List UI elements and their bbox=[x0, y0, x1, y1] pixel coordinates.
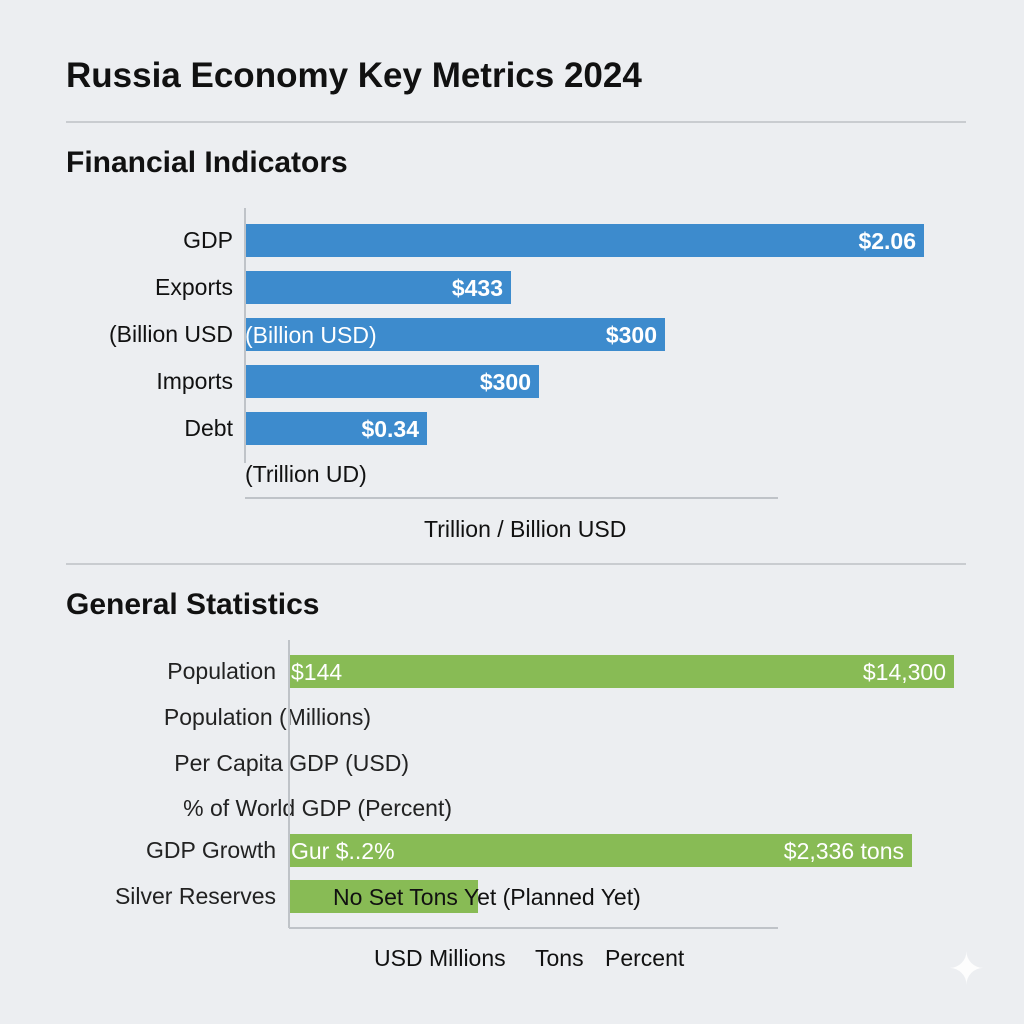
bar-inner-label: $144 bbox=[291, 659, 343, 685]
y-axis-line bbox=[288, 640, 290, 928]
y-axis-line bbox=[244, 208, 246, 463]
x-axis-label: Tons bbox=[535, 945, 584, 971]
footnote: (Trillion UD) bbox=[245, 461, 367, 487]
bar bbox=[289, 834, 912, 867]
category-label: Population (Millions) bbox=[163, 704, 371, 730]
bar bbox=[245, 318, 665, 351]
sparkle-icon: ✦ bbox=[948, 945, 985, 994]
bar bbox=[245, 365, 539, 398]
value-label: $300 bbox=[605, 322, 657, 348]
value-label: $0.34 bbox=[361, 416, 419, 442]
bar-inner-label: Gur $..2% bbox=[291, 838, 395, 864]
category-label: Per Capita GDP (USD) bbox=[174, 750, 409, 776]
value-label: $300 bbox=[479, 369, 531, 395]
category-label: Debt bbox=[184, 415, 233, 441]
x-axis-line bbox=[245, 497, 778, 499]
value-label: $14,300 bbox=[862, 659, 946, 685]
category-label: GDP bbox=[183, 227, 233, 253]
page-title: Russia Economy Key Metrics 2024 bbox=[66, 56, 642, 95]
x-axis-label: Trillion / Billion USD bbox=[424, 516, 627, 542]
x-axis-label: Percent bbox=[605, 945, 685, 971]
category-label: Exports bbox=[155, 274, 233, 300]
category-label: (Billion USD bbox=[109, 321, 233, 347]
category-label: Imports bbox=[156, 368, 233, 394]
value-label: $433 bbox=[451, 275, 503, 301]
value-label: No Set Tons Yet (Planned Yet) bbox=[333, 884, 641, 910]
bar bbox=[245, 271, 511, 304]
bar bbox=[245, 412, 427, 445]
section-title-general: General Statistics bbox=[66, 588, 320, 621]
section-title-financial: Financial Indicators bbox=[66, 146, 348, 179]
x-axis-label: USD Millions bbox=[374, 945, 506, 971]
category-label: GDP Growth bbox=[146, 837, 276, 863]
bar bbox=[289, 880, 478, 913]
bar bbox=[289, 655, 954, 688]
x-axis-line bbox=[289, 927, 778, 929]
category-label: % of World GDP (Percent) bbox=[183, 795, 452, 821]
value-label: $2,336 tons bbox=[783, 838, 904, 864]
divider bbox=[66, 563, 966, 565]
category-label: Silver Reserves bbox=[114, 883, 276, 909]
bar-inner-label: (Billion USD) bbox=[245, 322, 377, 348]
value-label: $2.06 bbox=[858, 228, 916, 254]
divider bbox=[66, 121, 966, 123]
category-label: Population bbox=[167, 658, 276, 684]
bar bbox=[245, 224, 924, 257]
